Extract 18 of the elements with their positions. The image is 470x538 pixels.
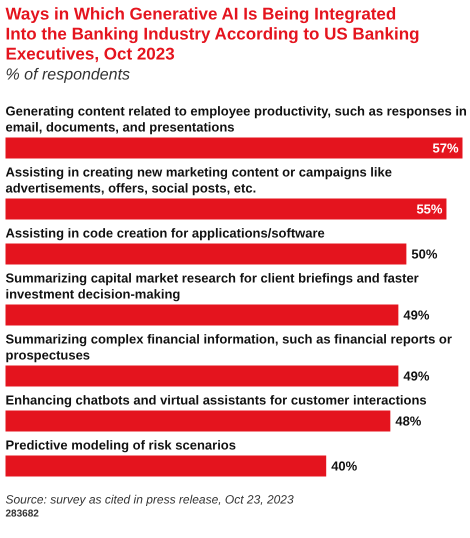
text: 283682 bbox=[6, 508, 40, 520]
y-tick-label: Generating content related to employee productivity, such as responses in email, documents, and presentations bbox=[6, 104, 467, 134]
data-label: 50% bbox=[411, 246, 438, 262]
y-tick-label: Assisting in creating new marketing content or campaigns like advertisements, offers, social posts, etc. bbox=[6, 164, 392, 196]
chart-title: Ways in Which Generative AI Is Being Integrated Into the Banking Industry According to US Banking Executives, Oct 2023 bbox=[6, 4, 420, 64]
chart-subtitle: % of respondents bbox=[6, 66, 130, 84]
data-label: 48% bbox=[395, 414, 422, 428]
data-label: 57% bbox=[432, 140, 459, 156]
y-tick-label: Enhancing chatbots and virtual assistants for customer interactions bbox=[6, 392, 427, 408]
y-tick-label: Assisting in code creation for applications/software bbox=[6, 226, 325, 240]
annotation: Source: survey as cited in press release, Oct 23, 2023 bbox=[6, 492, 294, 506]
y-tick-label: Summarizing complex financial information, such as financial reports or prospectuses bbox=[6, 332, 452, 362]
y-tick-label: Summarizing capital market research for client briefings and faster investment decision-making bbox=[6, 270, 419, 302]
data-label: 40% bbox=[331, 458, 358, 474]
data-label: 49% bbox=[403, 368, 430, 384]
data-label: 49% bbox=[403, 308, 430, 322]
data-label: 55% bbox=[416, 202, 443, 216]
y-tick-label: Predictive modeling of risk scenarios bbox=[6, 438, 236, 452]
